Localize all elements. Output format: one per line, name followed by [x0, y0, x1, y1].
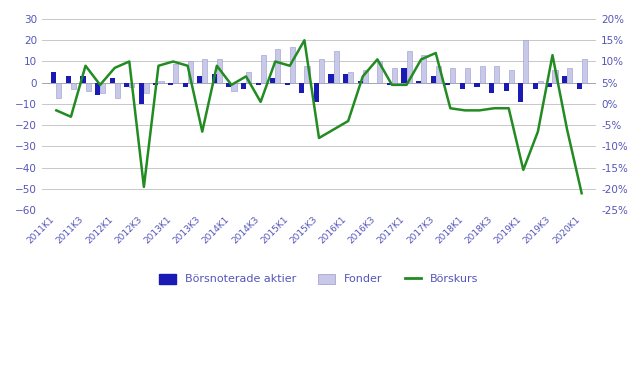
- Bar: [129, 83, 134, 87]
- Bar: [168, 83, 173, 85]
- Bar: [100, 83, 105, 93]
- Bar: [114, 83, 120, 98]
- Bar: [144, 83, 149, 93]
- Bar: [392, 68, 397, 83]
- Bar: [241, 83, 246, 89]
- Bar: [57, 83, 62, 98]
- Bar: [86, 83, 91, 91]
- Bar: [401, 68, 406, 83]
- Bar: [431, 76, 436, 83]
- Bar: [188, 62, 193, 83]
- Bar: [450, 68, 455, 83]
- Bar: [109, 79, 114, 83]
- Bar: [582, 59, 587, 83]
- Bar: [489, 83, 494, 93]
- Bar: [562, 76, 567, 83]
- Bar: [421, 55, 426, 83]
- Bar: [66, 76, 71, 83]
- Bar: [80, 76, 86, 83]
- Bar: [533, 83, 538, 89]
- Bar: [260, 55, 266, 83]
- Bar: [158, 81, 163, 83]
- Bar: [552, 70, 557, 83]
- Bar: [567, 68, 572, 83]
- Bar: [197, 76, 203, 83]
- Bar: [314, 83, 319, 102]
- Bar: [124, 83, 129, 87]
- Bar: [329, 74, 334, 83]
- Bar: [465, 68, 470, 83]
- Bar: [445, 83, 450, 85]
- Bar: [416, 81, 421, 83]
- Bar: [246, 72, 251, 83]
- Bar: [183, 83, 188, 87]
- Bar: [406, 51, 412, 83]
- Bar: [377, 62, 383, 83]
- Bar: [523, 40, 529, 83]
- Bar: [577, 83, 582, 89]
- Bar: [503, 83, 509, 91]
- Bar: [231, 83, 237, 91]
- Bar: [319, 59, 324, 83]
- Bar: [304, 66, 309, 83]
- Bar: [509, 70, 514, 83]
- Bar: [270, 79, 275, 83]
- Bar: [538, 81, 543, 83]
- Bar: [212, 74, 217, 83]
- Bar: [494, 66, 499, 83]
- Bar: [51, 72, 57, 83]
- Bar: [154, 83, 158, 85]
- Bar: [290, 46, 295, 83]
- Bar: [285, 83, 290, 85]
- Legend: Börsnoterade aktier, Fonder, Börskurs: Börsnoterade aktier, Fonder, Börskurs: [155, 269, 483, 289]
- Bar: [226, 83, 231, 87]
- Bar: [217, 59, 222, 83]
- Bar: [343, 74, 349, 83]
- Bar: [475, 83, 480, 87]
- Bar: [387, 83, 392, 85]
- Bar: [358, 81, 363, 83]
- Bar: [95, 83, 100, 96]
- Bar: [173, 64, 178, 83]
- Bar: [71, 83, 76, 89]
- Bar: [363, 70, 368, 83]
- Bar: [518, 83, 523, 102]
- Bar: [139, 83, 144, 104]
- Bar: [349, 72, 353, 83]
- Bar: [203, 59, 207, 83]
- Bar: [255, 83, 260, 85]
- Bar: [547, 83, 552, 87]
- Bar: [436, 66, 441, 83]
- Bar: [334, 51, 339, 83]
- Bar: [460, 83, 465, 89]
- Bar: [480, 66, 485, 83]
- Bar: [299, 83, 304, 93]
- Bar: [275, 49, 280, 83]
